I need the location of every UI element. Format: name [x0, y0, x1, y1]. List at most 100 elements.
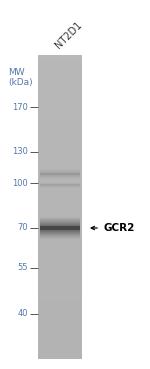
Bar [40, 237, 80, 238]
Bar [40, 184, 80, 185]
Bar [38, 134, 82, 137]
Text: NT2D1: NT2D1 [53, 20, 84, 50]
Bar [40, 232, 80, 233]
Bar [40, 235, 80, 236]
Bar [38, 203, 82, 207]
Bar [40, 233, 80, 234]
Bar [38, 234, 82, 237]
Bar [38, 143, 82, 146]
Bar [40, 176, 80, 177]
Bar [38, 349, 82, 352]
Bar [40, 173, 80, 175]
Bar [40, 174, 80, 175]
Bar [38, 182, 82, 186]
Bar [38, 300, 82, 304]
Bar [38, 282, 82, 286]
Bar [40, 177, 80, 178]
Text: 40: 40 [18, 310, 28, 318]
Bar [38, 192, 82, 195]
Bar [40, 170, 80, 171]
Bar [38, 218, 82, 222]
Bar [40, 187, 80, 188]
Bar [38, 270, 82, 274]
Bar [40, 186, 80, 187]
Bar [40, 173, 80, 174]
Bar [38, 164, 82, 168]
Bar [38, 55, 82, 59]
Bar [38, 197, 82, 201]
Bar [40, 226, 80, 227]
Bar [38, 149, 82, 152]
Bar [40, 221, 80, 222]
Bar [38, 273, 82, 277]
Bar [40, 173, 80, 174]
Bar [38, 137, 82, 140]
Bar [40, 171, 80, 172]
Bar [38, 294, 82, 298]
Bar [40, 221, 80, 222]
Bar [38, 222, 82, 225]
Bar [38, 252, 82, 255]
Bar [38, 85, 82, 89]
Bar [38, 340, 82, 343]
Bar [38, 315, 82, 319]
Bar [40, 230, 80, 231]
Bar [38, 179, 82, 183]
Bar [40, 235, 80, 236]
Bar [40, 217, 80, 218]
Bar [40, 218, 80, 219]
Bar [40, 178, 80, 179]
Bar [40, 184, 80, 185]
Bar [38, 352, 82, 355]
Bar [40, 168, 80, 169]
Bar [38, 176, 82, 180]
Bar [38, 67, 82, 70]
Bar [38, 94, 82, 98]
Bar [38, 64, 82, 68]
Bar [38, 76, 82, 80]
Bar [38, 297, 82, 301]
Bar [38, 276, 82, 280]
Bar [38, 115, 82, 119]
Bar [38, 200, 82, 204]
Bar [38, 243, 82, 246]
Bar [40, 181, 80, 182]
Bar [40, 238, 80, 239]
Bar [38, 346, 82, 349]
Bar [38, 334, 82, 337]
Bar [40, 185, 80, 186]
Bar [40, 225, 80, 226]
Bar [40, 170, 80, 171]
Text: 70: 70 [17, 224, 28, 232]
Bar [38, 331, 82, 334]
Bar [40, 232, 80, 233]
Bar [40, 179, 80, 180]
Bar [40, 229, 80, 230]
Bar [38, 288, 82, 292]
Bar [38, 228, 82, 231]
Bar [38, 258, 82, 262]
Bar [38, 170, 82, 174]
Bar [38, 285, 82, 289]
Bar [38, 113, 82, 116]
Bar [38, 58, 82, 62]
Text: 55: 55 [18, 263, 28, 272]
Bar [40, 234, 80, 235]
Bar [38, 185, 82, 189]
Text: 170: 170 [12, 103, 28, 111]
Bar [38, 158, 82, 162]
Bar [40, 225, 80, 226]
Bar [38, 264, 82, 268]
Bar [40, 183, 80, 184]
Bar [40, 236, 80, 237]
Bar [40, 172, 80, 173]
Bar [40, 186, 80, 187]
Bar [40, 182, 80, 183]
Bar [38, 73, 82, 77]
Bar [38, 215, 82, 219]
Bar [40, 187, 80, 188]
Bar [38, 343, 82, 346]
Bar [40, 234, 80, 235]
Bar [38, 82, 82, 86]
Bar [40, 183, 80, 184]
